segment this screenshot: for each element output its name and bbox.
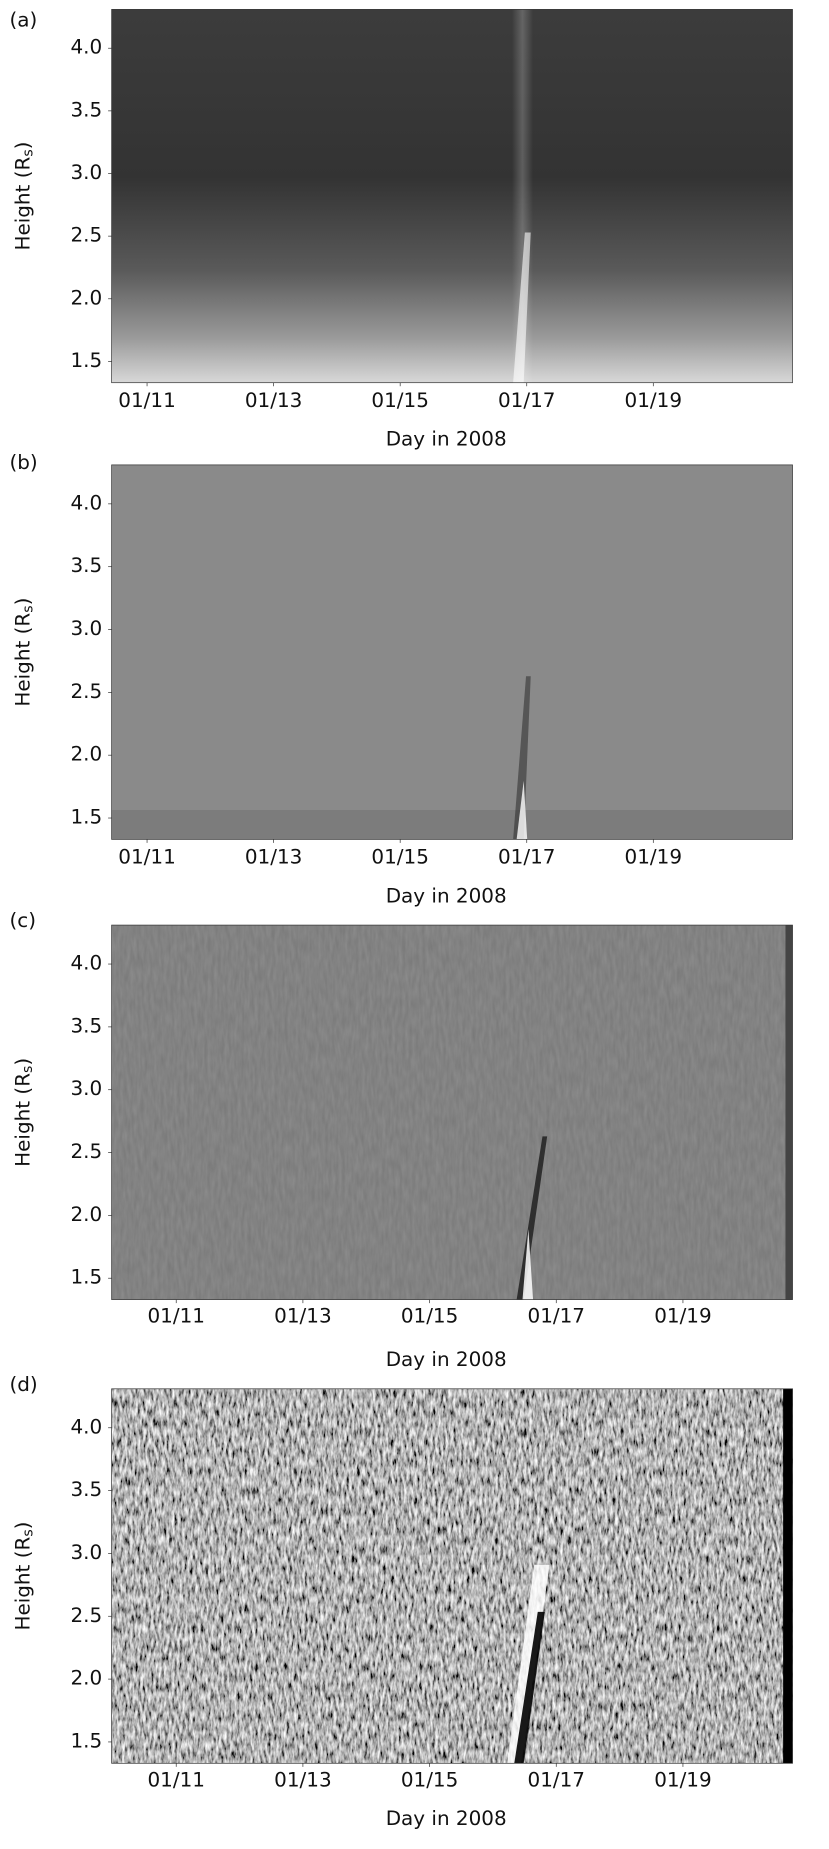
y-axis-label-part: ) xyxy=(10,598,34,606)
panel-label: (d) xyxy=(9,1372,37,1396)
y-tick-label: 3.0 xyxy=(71,160,103,184)
x-tick-label: 01/11 xyxy=(118,388,175,412)
y-axis-label-part: s xyxy=(20,1529,36,1536)
x-tick-label: 01/17 xyxy=(498,845,555,869)
y-axis-label: Height (Rs) xyxy=(10,1522,36,1631)
x-tick-label: 01/11 xyxy=(147,1304,204,1328)
image-background xyxy=(111,464,793,840)
y-tick-label: 2.0 xyxy=(71,1202,103,1226)
x-tick-label: 01/19 xyxy=(654,1304,711,1328)
y-axis-label-part: Height (R xyxy=(10,1537,34,1631)
plot-frame xyxy=(111,464,793,840)
y-axis-label: Height (Rs) xyxy=(10,142,36,251)
y-tick-label: 4.0 xyxy=(71,1414,103,1438)
image-edge xyxy=(785,925,793,1300)
y-tick-label: 3.5 xyxy=(71,1477,103,1501)
x-tick-label: 01/19 xyxy=(625,845,682,869)
y-tick-label: 4.0 xyxy=(71,951,103,975)
image-feature xyxy=(516,1136,548,1300)
y-tick-label: 1.5 xyxy=(71,1728,103,1752)
image-feature xyxy=(111,810,793,840)
y-tick-label: 3.0 xyxy=(71,1540,103,1564)
y-axis-label-part: Height (R xyxy=(10,1073,34,1167)
y-tick-label: 2.5 xyxy=(71,223,103,247)
x-axis-label: Day in 2008 xyxy=(386,427,507,451)
x-tick-label: 01/11 xyxy=(147,1767,204,1791)
y-tick-label: 2.5 xyxy=(71,1139,103,1163)
image-noise xyxy=(111,925,793,1300)
y-axis-label-part: s xyxy=(20,605,36,612)
y-axis-label-part: s xyxy=(20,1066,36,1073)
y-tick-label: 3.0 xyxy=(71,616,103,640)
plot-frame xyxy=(111,924,793,1300)
image-feature xyxy=(513,676,531,840)
x-tick-label: 01/15 xyxy=(401,1304,458,1328)
image-feature xyxy=(522,1229,534,1300)
x-tick-label: 01/13 xyxy=(245,845,302,869)
y-tick-label: 3.5 xyxy=(71,97,103,121)
plot-frame xyxy=(111,1388,793,1764)
x-tick-label: 01/19 xyxy=(625,388,682,412)
x-axis-label: Day in 2008 xyxy=(386,1347,507,1371)
y-tick-label: 1.5 xyxy=(71,1265,103,1289)
y-tick-label: 2.5 xyxy=(71,679,103,703)
y-tick-label: 2.5 xyxy=(71,1603,103,1627)
y-tick-label: 1.5 xyxy=(71,348,103,372)
x-tick-label: 01/17 xyxy=(528,1304,585,1328)
x-axis-label: Day in 2008 xyxy=(386,1806,507,1830)
y-tick-label: 4.0 xyxy=(71,35,103,59)
y-axis-label-part: ) xyxy=(10,1058,34,1066)
x-tick-label: 01/15 xyxy=(401,1767,458,1791)
y-tick-label: 3.0 xyxy=(71,1076,103,1100)
y-tick-label: 2.0 xyxy=(71,285,103,309)
y-axis-label-part: Height (R xyxy=(10,157,34,251)
y-tick-label: 2.0 xyxy=(71,742,103,766)
y-axis-label-part: ) xyxy=(10,142,34,150)
x-tick-label: 01/13 xyxy=(274,1304,331,1328)
x-tick-label: 01/17 xyxy=(498,388,555,412)
x-tick-label: 01/19 xyxy=(654,1767,711,1791)
plot-frame xyxy=(111,9,793,384)
x-tick-label: 01/13 xyxy=(245,388,302,412)
image-feature xyxy=(516,780,528,840)
y-axis-label-part: Height (R xyxy=(10,613,34,707)
image-feature xyxy=(513,232,531,383)
panel-label: (b) xyxy=(9,450,37,474)
x-axis-label: Day in 2008 xyxy=(386,883,507,907)
y-tick-label: 4.0 xyxy=(71,490,103,514)
image-edge xyxy=(783,1388,793,1764)
image-background xyxy=(111,9,793,383)
panel-label: (a) xyxy=(9,8,37,32)
image-feature xyxy=(514,1611,545,1764)
y-tick-label: 2.0 xyxy=(71,1666,103,1690)
y-tick-label: 3.5 xyxy=(71,1013,103,1037)
x-tick-label: 01/17 xyxy=(528,1767,585,1791)
y-tick-label: 3.5 xyxy=(71,553,103,577)
x-tick-label: 01/11 xyxy=(118,845,175,869)
y-axis-label: Height (Rs) xyxy=(10,598,36,707)
y-axis-label-part: ) xyxy=(10,1522,34,1530)
x-tick-label: 01/15 xyxy=(371,388,428,412)
panel-label: (c) xyxy=(9,908,36,932)
x-tick-label: 01/15 xyxy=(371,845,428,869)
y-axis-label-part: s xyxy=(20,149,36,156)
x-tick-label: 01/13 xyxy=(274,1767,331,1791)
image-noise xyxy=(111,1388,793,1764)
y-axis-label: Height (Rs) xyxy=(10,1058,36,1167)
y-tick-label: 1.5 xyxy=(71,805,103,829)
